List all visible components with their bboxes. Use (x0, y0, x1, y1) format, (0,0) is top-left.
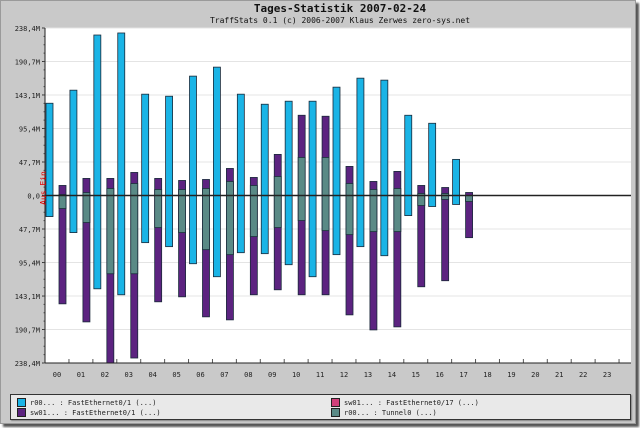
chart-title: Tages-Statistik 2007-02-24 (253, 2, 427, 15)
x-tick-label: 14 (388, 371, 396, 379)
x-tick-label: 12 (340, 371, 348, 379)
bar-r00-tunnel0 (202, 188, 210, 251)
bar-sw01-fastethernet0-1 (345, 166, 354, 316)
y-tick-label: 47,7M (19, 226, 40, 234)
bar-r00-fastethernet0-1 (332, 86, 341, 256)
x-tick-label: 13 (364, 371, 372, 379)
bar-r00-tunnel0 (58, 194, 67, 209)
bar-r00-tunnel0 (369, 189, 378, 233)
bar-sw01-fastethernet0-1 (417, 185, 426, 288)
bar-r00-fastethernet0-1 (189, 75, 197, 265)
bar-r00-fastethernet0-1 (308, 100, 317, 278)
x-tick-label: 18 (483, 371, 491, 379)
legend-label: r00... : FastEthernet0/1 (...) (30, 398, 157, 407)
x-tick-label: 01 (77, 371, 85, 379)
bar-r00-fastethernet0-1 (260, 103, 269, 255)
bar-r00-fastethernet0-1 (452, 158, 460, 205)
x-tick-label: 16 (435, 371, 443, 379)
y-tick-label: 143,1M (15, 293, 40, 301)
bar-r00-tunnel0 (417, 193, 426, 206)
bar-sw01-fastethernet0-1 (82, 178, 91, 323)
x-tick-label: 02 (101, 371, 109, 379)
bar-r00-tunnel0 (273, 176, 282, 229)
y-axis-label: Aus Ein (39, 171, 48, 205)
y-tick-label: 95,4M (19, 125, 40, 133)
y-tick-label: 190,7M (15, 326, 40, 334)
legend-label: sw01... : FastEthernet0/17 (...) (344, 398, 479, 407)
bar-r00-tunnel0 (154, 189, 163, 229)
legend-swatch (17, 408, 26, 417)
bar-r00-fastethernet0-1 (428, 122, 437, 207)
y-tick-label: 238,4M (15, 360, 40, 368)
x-tick-label: 09 (268, 371, 276, 379)
bar-r00-tunnel0 (297, 157, 306, 221)
bar-r00-fastethernet0-1 (380, 79, 389, 257)
legend-label: r00... : Tunnel0 (...) (344, 408, 437, 417)
x-tick-label: 00 (53, 371, 61, 379)
y-tick-label: 0,0 (27, 193, 40, 201)
bar-r00-fastethernet0-1 (69, 89, 78, 233)
bar-sw01-fastethernet0-1 (369, 181, 378, 331)
y-tick-label: 238,4M (15, 25, 40, 33)
bar-sw01-fastethernet0-1 (393, 171, 402, 328)
y-tick-label: 95,4M (19, 260, 40, 268)
x-tick-label: 23 (603, 371, 611, 379)
bar-r00-fastethernet0-1 (141, 93, 150, 244)
x-tick-label: 22 (579, 371, 587, 379)
bar-sw01-fastethernet0-1 (178, 180, 186, 298)
legend-label: sw01... : FastEthernet0/1 (...) (30, 408, 161, 417)
bar-r00-fastethernet0-1 (93, 34, 102, 290)
x-tick-label: 06 (196, 371, 204, 379)
legend-item: r00... : Tunnel0 (...) (331, 408, 437, 417)
bar-r00-fastethernet0-1 (404, 114, 413, 216)
bar-r00-tunnel0 (393, 188, 402, 233)
x-tick-label: 21 (555, 371, 563, 379)
bar-r00-fastethernet0-1 (165, 95, 173, 248)
bar-r00-tunnel0 (226, 181, 234, 256)
bar-r00-tunnel0 (249, 185, 258, 238)
legend-item: sw01... : FastEthernet0/17 (...) (331, 398, 479, 407)
x-tick-label: 05 (172, 371, 180, 379)
x-tick-label: 03 (125, 371, 133, 379)
x-tick-label: 04 (148, 371, 156, 379)
bar-r00-fastethernet0-1 (236, 93, 245, 254)
y-tick-label: 190,7M (15, 59, 40, 67)
y-tick-label: 143,1M (15, 92, 40, 100)
bar-r00-fastethernet0-1 (213, 66, 221, 278)
chart-subtitle: TraffStats 0.1 (c) 2006-2007 Klaus Zerwe… (209, 16, 471, 25)
x-tick-label: 17 (459, 371, 467, 379)
bar-r00-tunnel0 (130, 183, 139, 275)
bar-r00-tunnel0 (321, 157, 330, 232)
legend-swatch (331, 398, 340, 407)
x-tick-label: 19 (507, 371, 515, 379)
bar-r00-tunnel0 (82, 192, 91, 223)
legend-swatch (17, 398, 26, 407)
bar-sw01-fastethernet0-1 (465, 192, 473, 239)
bar-sw01-fastethernet0-1 (441, 187, 450, 282)
bar-r00-tunnel0 (178, 189, 186, 233)
bar-r00-tunnel0 (441, 193, 450, 200)
bar-r00-tunnel0 (465, 195, 473, 202)
legend-item: r00... : FastEthernet0/1 (...) (17, 398, 156, 407)
x-tick-label: 15 (412, 371, 420, 379)
x-tick-label: 08 (244, 371, 252, 379)
bar-r00-tunnel0 (345, 183, 354, 236)
bar-sw01-fastethernet0-1 (58, 185, 67, 305)
bar-sw01-fastethernet0-1 (154, 178, 163, 303)
x-tick-label: 20 (531, 371, 539, 379)
bar-r00-fastethernet0-1 (356, 77, 365, 248)
legend: r00... : FastEthernet0/1 (...) sw01... :… (10, 394, 631, 420)
x-tick-label: 10 (292, 371, 300, 379)
bar-r00-tunnel0 (106, 188, 115, 275)
x-tick-label: 07 (220, 371, 228, 379)
bar-r00-fastethernet0-1 (45, 102, 54, 217)
bar-r00-fastethernet0-1 (284, 100, 293, 266)
legend-swatch (331, 408, 340, 417)
legend-item: sw01... : FastEthernet0/1 (...) (17, 408, 161, 417)
bar-r00-fastethernet0-1 (117, 32, 126, 296)
x-tick-label: 11 (316, 371, 324, 379)
y-tick-label: 47,7M (19, 159, 40, 167)
